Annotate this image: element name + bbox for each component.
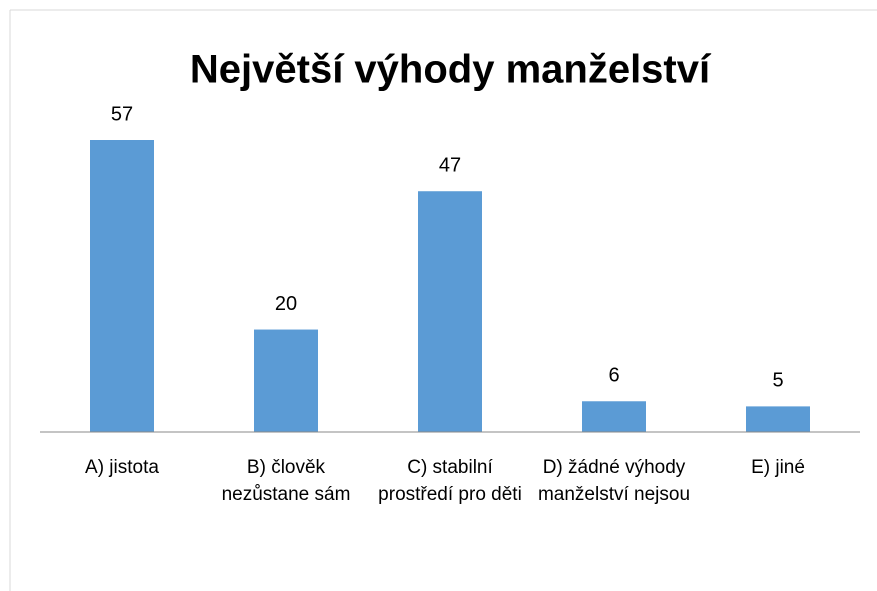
- x-tick-label: B) člověk nezůstane sám: [221, 457, 351, 505]
- bar: [90, 140, 154, 432]
- data-label: 20: [275, 293, 297, 315]
- bar: [582, 401, 646, 432]
- x-tick-label: D) žádné výhody manželství nejsou: [537, 457, 691, 505]
- x-tick-label: A) jistota: [85, 457, 159, 478]
- x-tick-label: C) stabilní prostředí pro děti: [378, 457, 522, 505]
- x-tick-label: E) jiné: [751, 457, 805, 478]
- data-label: 5: [772, 370, 783, 392]
- bar: [418, 191, 482, 432]
- bar: [254, 329, 318, 432]
- chart-title: Největší výhody manželství: [190, 48, 712, 92]
- data-label: 6: [608, 365, 619, 387]
- data-label: 47: [439, 155, 461, 177]
- bar: [746, 406, 810, 432]
- data-label: 57: [111, 103, 133, 125]
